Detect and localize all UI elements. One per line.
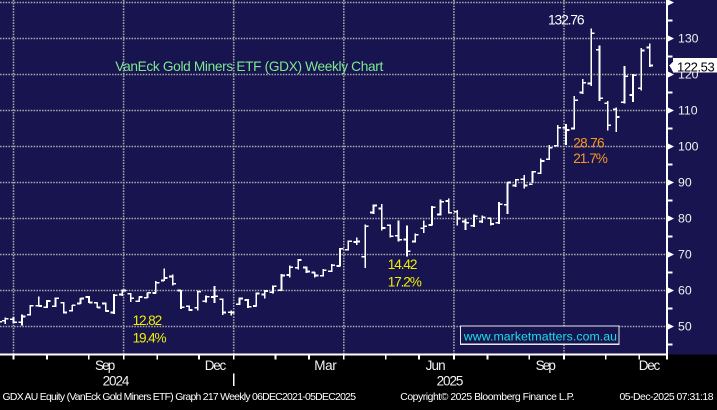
svg-text:17.2%: 17.2% <box>388 275 422 290</box>
svg-text:05-Dec-2025 07:31:18: 05-Dec-2025 07:31:18 <box>620 392 714 403</box>
svg-text:50: 50 <box>678 320 692 334</box>
svg-text:21.7%: 21.7% <box>573 151 608 166</box>
svg-text:90: 90 <box>678 176 692 190</box>
svg-text:2024: 2024 <box>103 374 130 389</box>
svg-text:Copyright© 2025 Bloomberg Fina: Copyright© 2025 Bloomberg Finance L.P. <box>400 392 574 403</box>
svg-text:28.76: 28.76 <box>573 135 604 150</box>
svg-text:GDX AU Equity (VanEck Gold Min: GDX AU Equity (VanEck Gold Miners ETF) G… <box>3 392 357 403</box>
svg-text:12.82: 12.82 <box>133 313 163 328</box>
svg-text:122.53: 122.53 <box>677 59 715 74</box>
svg-text:130: 130 <box>678 32 699 46</box>
svg-text:60: 60 <box>678 284 692 298</box>
svg-text:www.marketmatters.com.au: www.marketmatters.com.au <box>463 329 617 343</box>
svg-text:VanEck Gold Miners ETF (GDX) W: VanEck Gold Miners ETF (GDX) Weekly Char… <box>115 59 383 74</box>
svg-text:2025: 2025 <box>437 374 464 389</box>
svg-text:80: 80 <box>678 212 692 226</box>
svg-text:14.42: 14.42 <box>388 257 418 272</box>
svg-text:100: 100 <box>678 140 699 154</box>
svg-text:Dec: Dec <box>639 358 661 373</box>
svg-text:Sep: Sep <box>95 358 115 373</box>
svg-text:110: 110 <box>678 104 698 118</box>
svg-text:132.76: 132.76 <box>548 12 585 27</box>
svg-text:19.4%: 19.4% <box>133 331 167 346</box>
svg-text:70: 70 <box>678 248 692 262</box>
svg-text:Dec: Dec <box>205 358 227 373</box>
svg-text:Sep: Sep <box>536 358 556 373</box>
svg-text:Jun: Jun <box>426 358 446 373</box>
svg-text:Mar: Mar <box>314 358 337 373</box>
